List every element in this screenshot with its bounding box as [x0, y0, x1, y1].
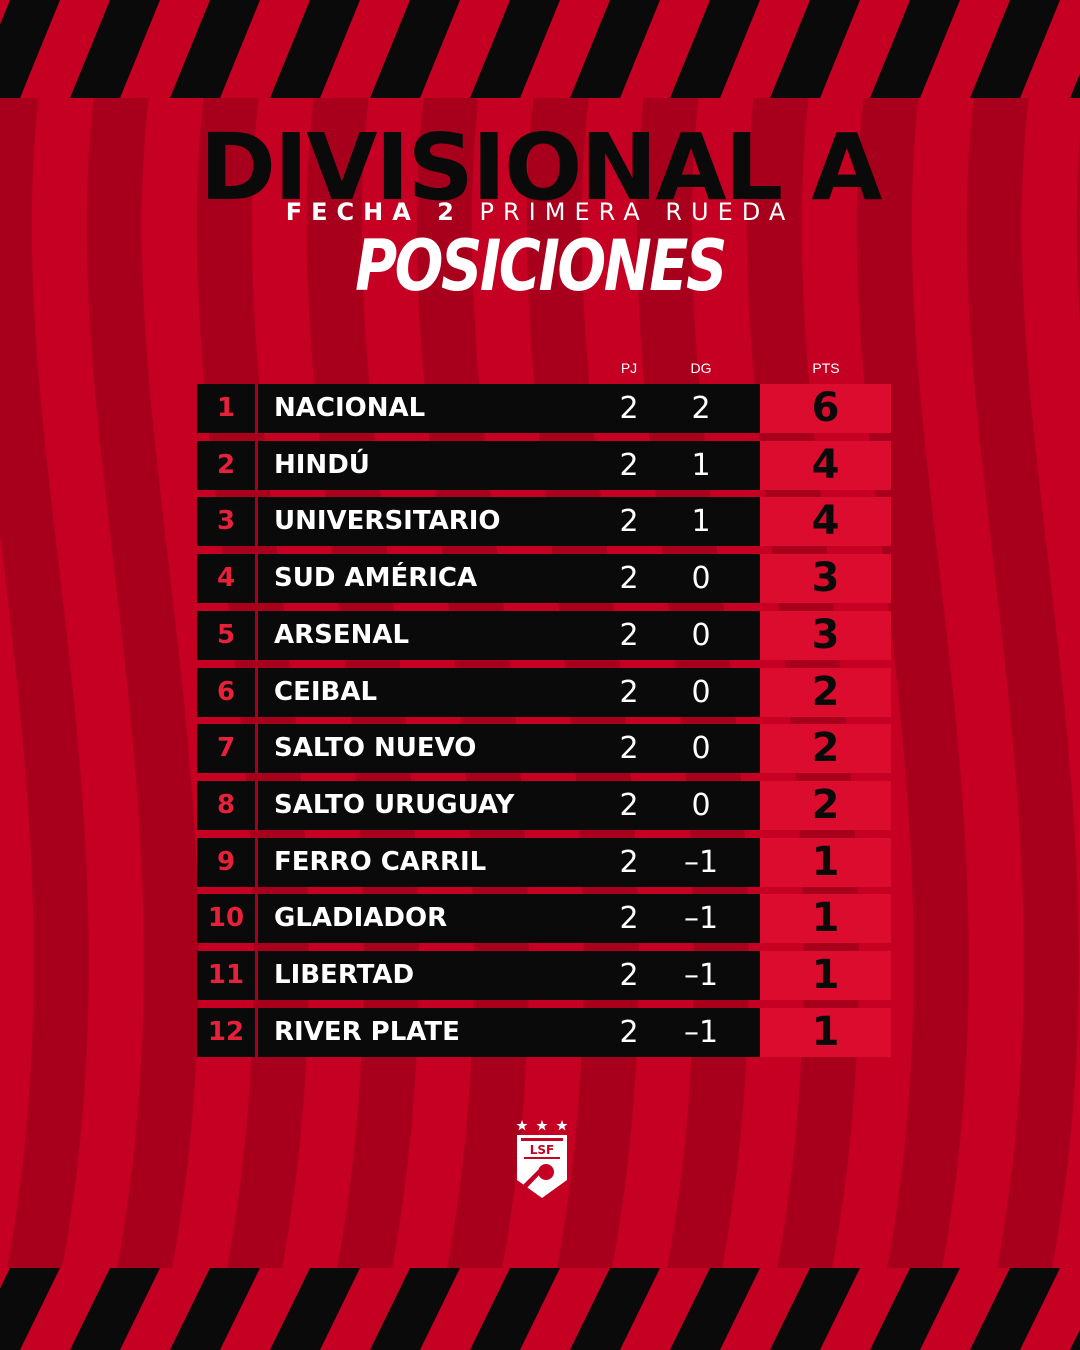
goal-diff-cell: –1 — [683, 901, 719, 937]
points-cell: 1 — [760, 1007, 891, 1057]
team-name: UNIVERSITARIO — [274, 506, 501, 537]
team-cell-bg — [258, 780, 760, 830]
played-cell: 2 — [619, 958, 639, 993]
position-cell: 7 — [197, 724, 255, 774]
standings-heading: POSICIONES — [355, 225, 727, 307]
position-cell: 4 — [197, 554, 255, 604]
position-cell: 1 — [197, 384, 255, 433]
table-row: 9 FERRO CARRIL 2 –1 1 — [197, 837, 891, 887]
points-cell: 2 — [760, 724, 891, 774]
team-name: FERRO CARRIL — [274, 846, 487, 877]
table-row: 10 GLADIADOR 2 –1 1 — [197, 894, 891, 944]
goal-diff-cell: 1 — [691, 447, 711, 483]
team-name: SALTO URUGUAY — [274, 789, 515, 820]
table-row: 8 SALTO URUGUAY 2 0 2 — [197, 780, 891, 830]
team-name: HINDÚ — [274, 449, 370, 480]
position-cell: 6 — [197, 667, 255, 717]
position-cell: 2 — [197, 440, 255, 490]
team-cell-bg — [258, 497, 760, 547]
goal-diff-cell: 0 — [691, 674, 711, 710]
table-row: 2 HINDÚ 2 1 4 — [197, 440, 891, 490]
points-cell: 4 — [760, 497, 891, 547]
team-name: LIBERTAD — [274, 960, 415, 990]
played-cell: 2 — [619, 674, 639, 710]
goal-diff-cell: –1 — [683, 958, 719, 993]
played-cell: 2 — [619, 844, 639, 880]
goal-diff-cell: 0 — [691, 731, 711, 767]
goal-diff-cell: 1 — [691, 504, 711, 540]
round-label: FECHA 2 — [285, 198, 463, 226]
team-cell-bg — [258, 384, 760, 433]
team-cell-bg — [258, 610, 760, 660]
played-cell: 2 — [619, 617, 639, 653]
points-cell: 3 — [760, 554, 891, 604]
round-phase: PRIMERA RUEDA — [479, 198, 795, 226]
position-cell: 10 — [197, 894, 255, 944]
points-cell: 3 — [760, 610, 891, 660]
points-cell: 6 — [760, 384, 891, 433]
team-cell-bg — [258, 894, 760, 944]
played-cell: 2 — [619, 1014, 639, 1050]
goal-diff-cell: 2 — [691, 391, 711, 426]
goal-diff-cell: 0 — [691, 561, 711, 597]
position-cell: 3 — [197, 497, 255, 547]
team-name: ARSENAL — [274, 619, 410, 650]
round-subtitle: FECHA 2 PRIMERA RUEDA — [0, 198, 1080, 226]
position-cell: 9 — [197, 837, 255, 887]
goal-diff-cell: –1 — [683, 1014, 719, 1050]
goal-diff-cell: 0 — [691, 787, 711, 823]
column-header-pj: PJ — [620, 360, 638, 376]
team-cell-bg — [258, 1007, 760, 1057]
played-cell: 2 — [619, 731, 639, 767]
table-row: 12 RIVER PLATE 2 –1 1 — [197, 1007, 891, 1057]
played-cell: 2 — [619, 561, 639, 597]
goal-diff-cell: –1 — [683, 844, 719, 880]
points-cell: 1 — [760, 951, 891, 1000]
position-cell: 8 — [197, 780, 255, 830]
played-cell: 2 — [619, 504, 639, 540]
team-cell-bg — [258, 667, 760, 717]
team-name: SALTO NUEVO — [274, 733, 477, 764]
team-name: GLADIADOR — [274, 903, 448, 934]
column-header-dg: DG — [690, 360, 712, 376]
svg-text:LSF: LSF — [530, 1143, 555, 1157]
team-name: NACIONAL — [274, 393, 426, 423]
team-name: SUD AMÉRICA — [274, 563, 478, 594]
team-cell-bg — [258, 837, 760, 887]
team-name: RIVER PLATE — [274, 1016, 460, 1047]
team-cell-bg — [258, 951, 760, 1000]
table-row: 4 SUD AMÉRICA 2 0 3 — [197, 554, 891, 604]
page-title: DIVISIONAL A — [199, 114, 883, 221]
played-cell: 2 — [619, 901, 639, 937]
team-cell-bg — [258, 440, 760, 490]
table-row: 6 CEIBAL 2 0 2 — [197, 667, 891, 717]
points-cell: 1 — [760, 894, 891, 944]
team-name: CEIBAL — [274, 676, 378, 707]
team-cell-bg — [258, 724, 760, 774]
table-row: 1 NACIONAL 2 2 6 — [197, 384, 891, 433]
points-cell: 2 — [760, 780, 891, 830]
column-header-pts: PTS — [812, 360, 840, 376]
team-cell-bg — [258, 554, 760, 604]
played-cell: 2 — [619, 391, 639, 426]
table-row: 7 SALTO NUEVO 2 0 2 — [197, 724, 891, 774]
position-cell: 12 — [197, 1007, 255, 1057]
points-cell: 1 — [760, 837, 891, 887]
league-shield-logo: LSF — [516, 1120, 568, 1198]
points-cell: 4 — [760, 440, 891, 490]
table-row: 11 LIBERTAD 2 –1 1 — [197, 951, 891, 1000]
table-row: 3 UNIVERSITARIO 2 1 4 — [197, 497, 891, 547]
table-row: 5 ARSENAL 2 0 3 — [197, 610, 891, 660]
points-cell: 2 — [760, 667, 891, 717]
played-cell: 2 — [619, 787, 639, 823]
played-cell: 2 — [619, 447, 639, 483]
position-cell: 11 — [197, 951, 255, 1000]
goal-diff-cell: 0 — [691, 617, 711, 653]
position-cell: 5 — [197, 610, 255, 660]
